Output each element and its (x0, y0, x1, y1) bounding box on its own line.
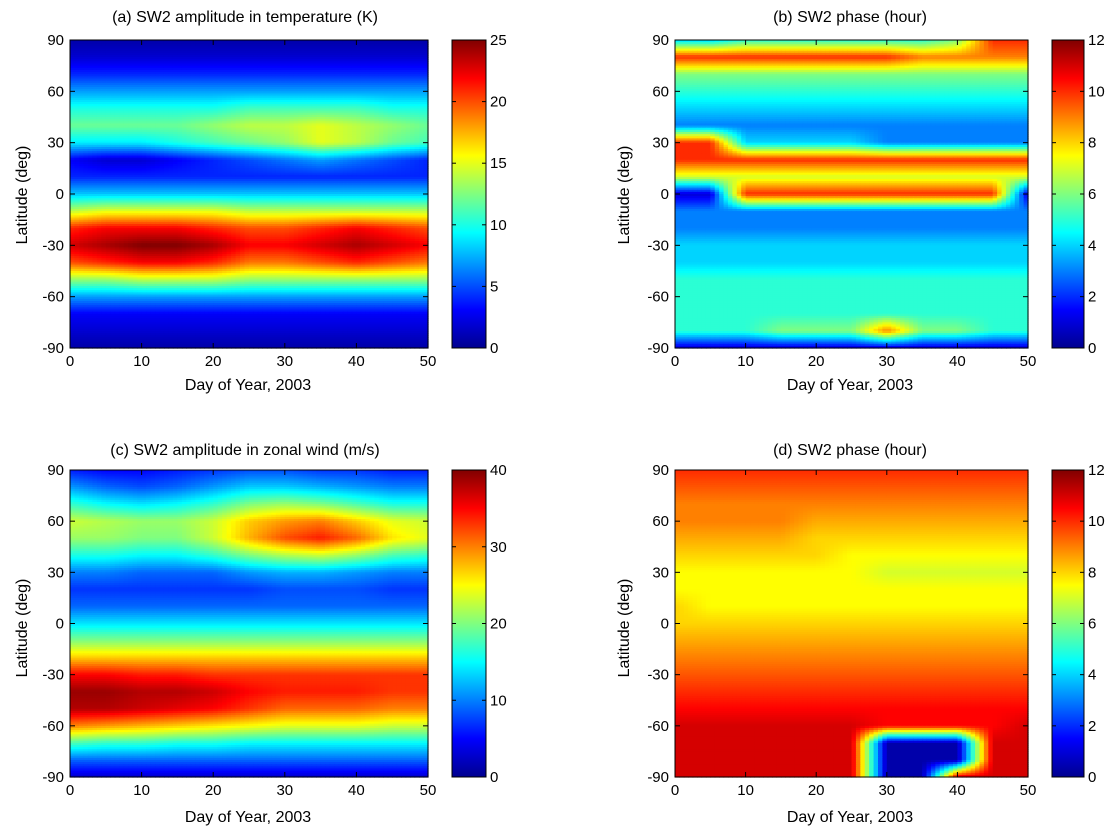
panel-a: (a) SW2 amplitude in temperature (K) 0 10… (14, 9, 507, 394)
panel-a-heatmap (70, 40, 429, 349)
panel-a-title: (a) SW2 amplitude in temperature (K) (112, 9, 378, 26)
